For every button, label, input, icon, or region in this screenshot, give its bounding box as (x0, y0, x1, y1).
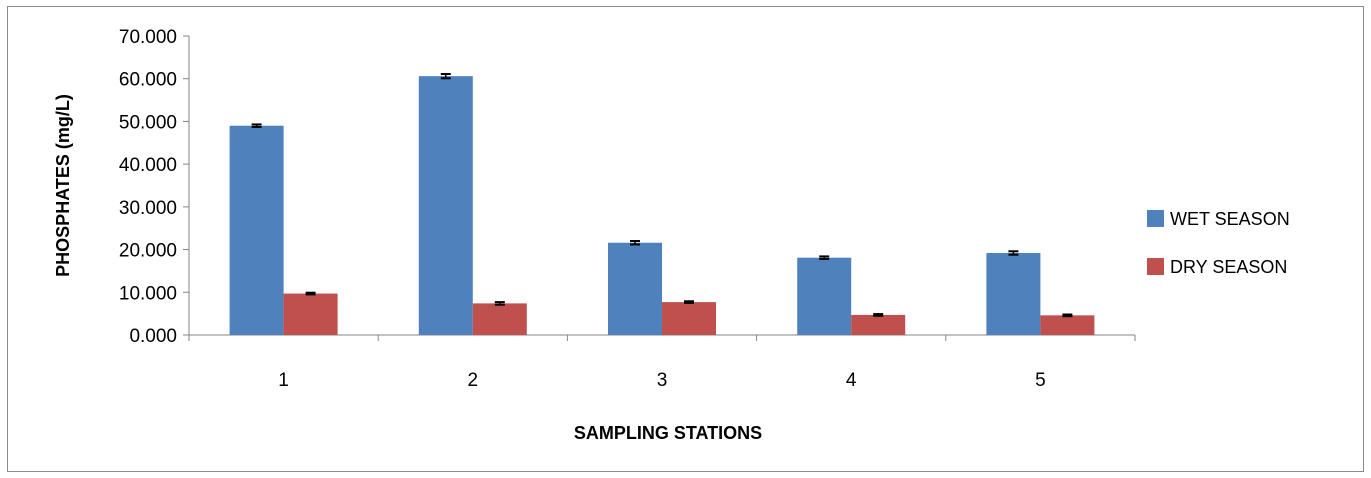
x-tick-label: 2 (468, 370, 479, 391)
error-bar-wet-season-1 (251, 123, 262, 128)
y-tick-label: 10.000 (119, 283, 177, 304)
error-bar-wet-season-5 (1008, 250, 1019, 256)
error-bar-wet-season-4 (819, 255, 830, 260)
bar-wet-season-5 (986, 252, 1041, 335)
legend: WET SEASON DRY SEASON (1147, 209, 1290, 277)
bar-wet-season-1 (229, 125, 284, 335)
bar-dry-season-2 (472, 303, 527, 335)
y-tick-label: 0.000 (129, 326, 177, 347)
bar-wet-season-4 (797, 257, 852, 335)
x-tick-label: 4 (846, 370, 857, 391)
bar-dry-season-4 (851, 314, 906, 335)
x-tick-label: 3 (657, 370, 668, 391)
error-bar-dry-season-5 (1062, 313, 1073, 318)
y-tick-label: 70.000 (119, 27, 177, 48)
bar-wet-season-2 (418, 76, 473, 335)
y-tick-label: 50.000 (119, 112, 177, 133)
y-tick-label: 30.000 (119, 198, 177, 219)
y-tick-label: 20.000 (119, 241, 177, 262)
x-tick-label: 1 (278, 370, 289, 391)
legend-label-dry-season: DRY SEASON (1170, 257, 1287, 277)
x-axis-title: SAMPLING STATIONS (574, 423, 762, 443)
x-tick-labels: 1 2 3 4 5 (278, 370, 1045, 391)
legend-swatch-wet-season (1147, 210, 1164, 227)
y-tick-label: 40.000 (119, 155, 177, 176)
error-bar-wet-season-3 (630, 240, 640, 246)
y-tick-labels: 0.000 10.000 20.000 30.000 40.000 50.000 60.00… (119, 27, 177, 347)
y-tick-label: 60.000 (119, 70, 177, 91)
bar-wet-season-3 (608, 242, 662, 335)
x-tick-label: 5 (1035, 370, 1046, 391)
y-axis-title: PHOSPHATES (mg/L) (53, 94, 73, 277)
bars (229, 76, 1095, 335)
legend-label-wet-season: WET SEASON (1170, 209, 1290, 229)
error-bar-dry-season-4 (873, 313, 884, 317)
error-bar-dry-season-2 (494, 301, 505, 306)
error-bar-dry-season-3 (684, 300, 694, 304)
bar-dry-season-1 (283, 293, 338, 335)
bar-dry-season-3 (662, 302, 716, 335)
error-bar-wet-season-2 (440, 73, 451, 80)
legend-swatch-dry-season (1147, 258, 1164, 275)
error-bar-dry-season-1 (305, 291, 316, 296)
bar-dry-season-5 (1040, 315, 1095, 335)
error-bars (251, 73, 1073, 318)
